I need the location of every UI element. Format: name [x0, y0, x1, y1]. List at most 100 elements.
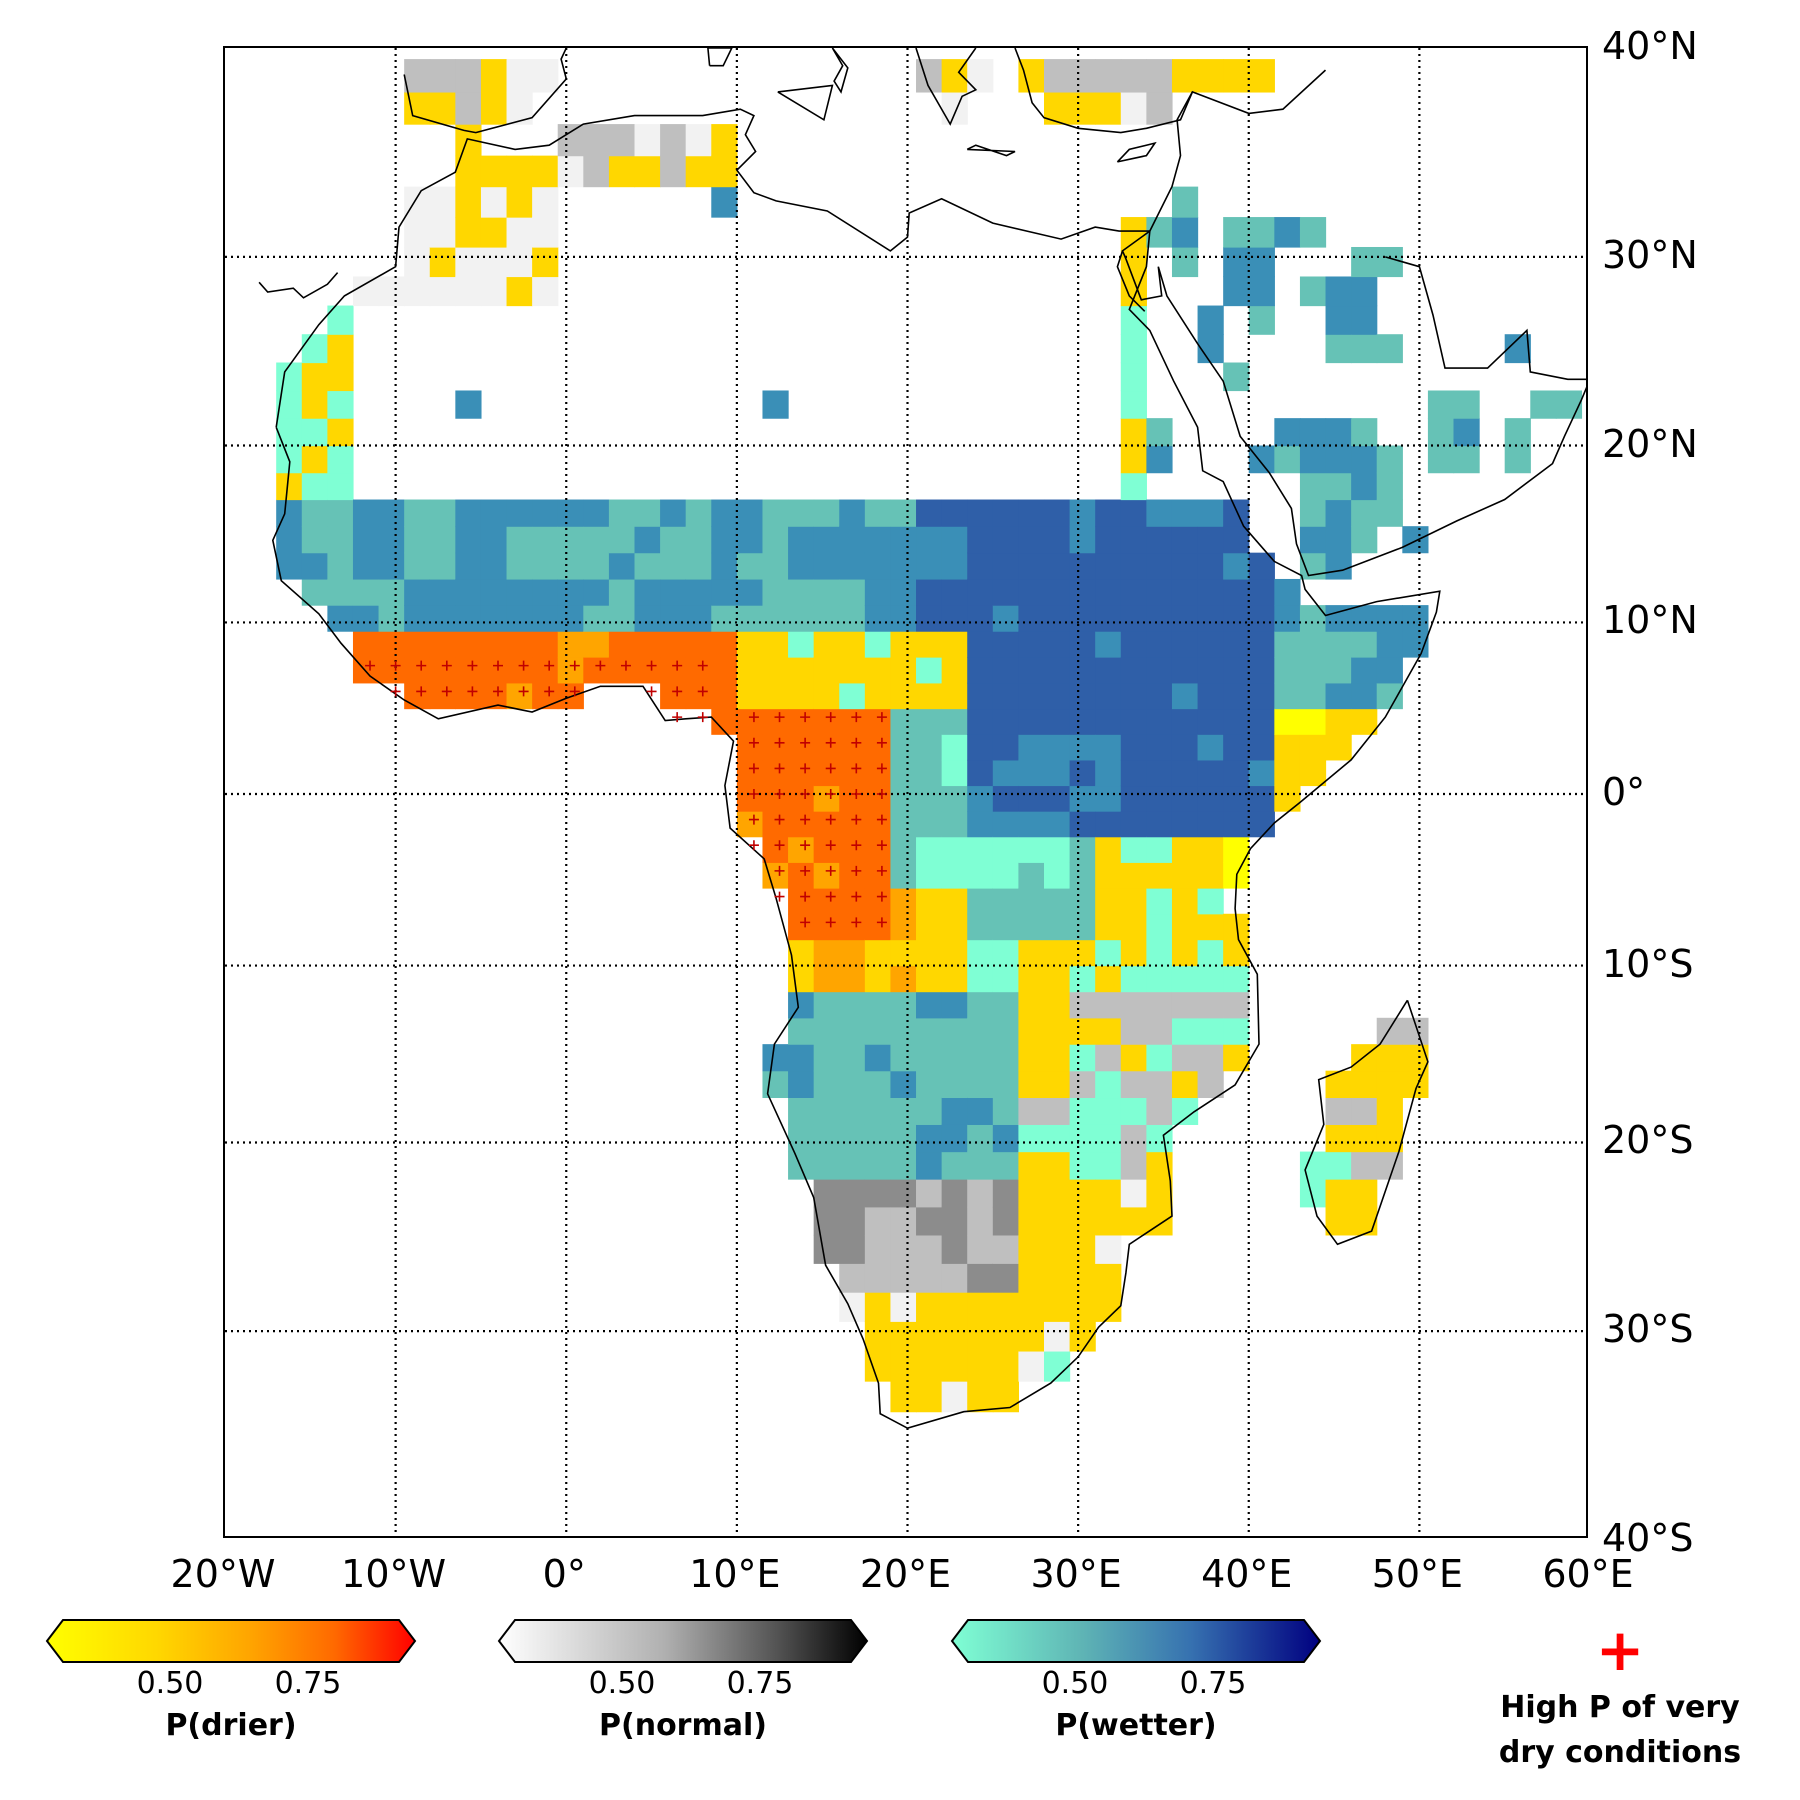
- probability-cell: [1095, 862, 1122, 889]
- probability-cell: [1223, 217, 1250, 248]
- probability-cell: [992, 811, 1019, 838]
- plus-marker-icon: +: [1595, 1616, 1645, 1684]
- probability-cell: [1223, 246, 1250, 278]
- probability-cell: [1376, 631, 1403, 658]
- probability-cell: [1351, 1124, 1378, 1153]
- probability-cell: [967, 1044, 994, 1072]
- probability-cell: [1223, 362, 1250, 392]
- probability-cell: [685, 552, 712, 580]
- probability-cell: [1325, 1179, 1352, 1208]
- probability-cell: [864, 785, 892, 812]
- probability-cell: [1069, 605, 1096, 632]
- probability-cell: [916, 578, 943, 606]
- probability-cell: [1095, 888, 1122, 915]
- probability-cell: [992, 1292, 1019, 1322]
- probability-cell: [1453, 390, 1480, 419]
- probability-cell: [992, 888, 1019, 915]
- probability-cell: [1274, 759, 1301, 787]
- probability-cell: [736, 734, 764, 761]
- probability-cell: [788, 759, 815, 787]
- probability-cell: [864, 862, 892, 889]
- probability-cell: [916, 1292, 943, 1322]
- probability-cell: [941, 759, 968, 787]
- probability-cell: [1120, 1017, 1147, 1045]
- probability-cell: [992, 1321, 1019, 1352]
- probability-cell: [685, 631, 712, 658]
- probability-cell: [583, 631, 610, 658]
- probability-cell: [557, 578, 584, 606]
- probability-cell: [967, 1350, 994, 1382]
- probability-cell: [916, 1321, 943, 1352]
- probability-cell: [429, 631, 456, 658]
- probability-cell: [864, 1124, 892, 1153]
- probability-cell: [1197, 759, 1224, 787]
- probability-cell: [1376, 682, 1403, 710]
- probability-cell: [660, 124, 687, 157]
- probability-cell: [634, 552, 661, 580]
- probability-cell: [1146, 1179, 1173, 1208]
- probability-cell: [813, 734, 840, 761]
- probability-cell: [1095, 913, 1122, 941]
- probability-cell: [916, 631, 943, 658]
- probability-cell: [685, 124, 712, 157]
- probability-cell: [992, 499, 1019, 527]
- probability-cell: [1018, 552, 1045, 580]
- probability-cell: [916, 1017, 943, 1045]
- probability-cell: [916, 1044, 943, 1072]
- probability-cell: [557, 631, 584, 658]
- probability-cell: [1018, 1124, 1045, 1153]
- probability-cell: [916, 1206, 943, 1236]
- probability-cell: [455, 578, 482, 606]
- probability-cell: [813, 499, 840, 527]
- probability-cell: [1171, 59, 1199, 93]
- probability-cell: [327, 472, 354, 501]
- probability-cell: [1120, 759, 1147, 787]
- probability-cell: [890, 631, 917, 658]
- probability-cell: [992, 939, 1019, 967]
- probability-cell: [660, 499, 687, 527]
- probability-cell: [916, 1097, 943, 1125]
- probability-cell: [301, 499, 328, 527]
- probability-cell: [429, 499, 456, 527]
- probability-cell: [506, 155, 533, 188]
- probability-cell: [608, 605, 636, 632]
- probability-cell: [506, 526, 533, 554]
- probability-cell: [1351, 334, 1378, 364]
- probability-cell: [813, 708, 840, 735]
- probability-cell: [1044, 939, 1071, 967]
- probability-cell: [301, 390, 328, 419]
- probability-cell: [1044, 836, 1071, 863]
- probability-cell: [1120, 862, 1147, 889]
- probability-cell: [813, 785, 840, 812]
- probability-cell: [788, 991, 815, 1019]
- dry-marker: [825, 763, 836, 774]
- probability-cell: [480, 682, 508, 710]
- probability-cell: [941, 1044, 968, 1072]
- probability-cell: [1069, 862, 1096, 889]
- dry-marker: [672, 686, 683, 697]
- dry-marker: [569, 660, 580, 671]
- probability-cell: [327, 334, 354, 364]
- probability-cell: [352, 526, 380, 554]
- probability-cell: [788, 862, 815, 889]
- probability-cell: [890, 1234, 917, 1264]
- coastline: [258, 272, 339, 299]
- probability-cell: [1197, 734, 1224, 761]
- probability-cell: [378, 631, 405, 658]
- probability-cell: [1197, 965, 1224, 993]
- probability-cell: [1044, 631, 1071, 658]
- probability-cell: [839, 1017, 866, 1045]
- probability-cell: [967, 605, 994, 632]
- probability-cell: [1325, 1097, 1352, 1125]
- probability-cell: [813, 862, 840, 889]
- probability-cell: [1171, 682, 1199, 710]
- probability-cell: [864, 526, 892, 554]
- probability-cell: [711, 578, 738, 606]
- probability-cell: [1325, 526, 1352, 554]
- probability-cell: [429, 657, 456, 684]
- probability-cell: [1120, 499, 1147, 527]
- probability-cell: [967, 1381, 994, 1413]
- probability-cell: [992, 785, 1019, 812]
- probability-cell: [839, 991, 866, 1019]
- dry-marker: [851, 917, 862, 928]
